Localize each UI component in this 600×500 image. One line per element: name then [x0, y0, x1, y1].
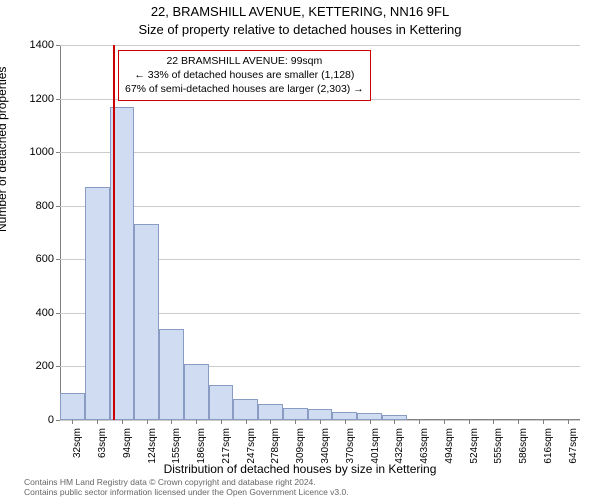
xtick-label: 616sqm	[543, 428, 554, 478]
gridline	[60, 206, 580, 207]
xtick-label: 401sqm	[370, 428, 381, 478]
xtick-mark	[196, 420, 197, 424]
xtick-label: 63sqm	[97, 428, 108, 478]
xtick-mark	[493, 420, 494, 424]
xtick-mark	[97, 420, 98, 424]
xtick-mark	[171, 420, 172, 424]
xtick-label: 155sqm	[171, 428, 182, 478]
xtick-mark	[295, 420, 296, 424]
xtick-mark	[568, 420, 569, 424]
xtick-label: 186sqm	[196, 428, 207, 478]
xtick-mark	[394, 420, 395, 424]
histogram-bar	[60, 393, 85, 420]
histogram-bar	[258, 404, 283, 420]
gridline	[60, 45, 580, 46]
annotation-line3: 67% of semi-detached houses are larger (…	[125, 82, 364, 96]
chart-title-line2: Size of property relative to detached ho…	[0, 22, 600, 37]
histogram-bar	[233, 399, 258, 420]
xtick-label: 309sqm	[295, 428, 306, 478]
xtick-mark	[72, 420, 73, 424]
xtick-mark	[469, 420, 470, 424]
credit-line2: Contains public sector information licen…	[24, 487, 349, 498]
xtick-label: 524sqm	[469, 428, 480, 478]
annotation-box: 22 BRAMSHILL AVENUE: 99sqm ← 33% of deta…	[118, 50, 371, 101]
xtick-mark	[345, 420, 346, 424]
xtick-mark	[147, 420, 148, 424]
ytick-label: 200	[14, 360, 54, 372]
xtick-mark	[122, 420, 123, 424]
histogram-bar	[85, 187, 110, 420]
xtick-mark	[246, 420, 247, 424]
xtick-mark	[444, 420, 445, 424]
xtick-label: 217sqm	[221, 428, 232, 478]
gridline	[60, 152, 580, 153]
ytick-label: 1400	[14, 39, 54, 51]
credit-line1: Contains HM Land Registry data © Crown c…	[24, 477, 349, 488]
xtick-label: 340sqm	[320, 428, 331, 478]
ytick-mark	[56, 206, 60, 207]
xtick-mark	[221, 420, 222, 424]
histogram-bar	[184, 364, 209, 420]
xtick-label: 586sqm	[518, 428, 529, 478]
ytick-mark	[56, 45, 60, 46]
ytick-label: 600	[14, 253, 54, 265]
xtick-mark	[419, 420, 420, 424]
xtick-label: 432sqm	[394, 428, 405, 478]
ytick-mark	[56, 420, 60, 421]
ytick-mark	[56, 313, 60, 314]
xtick-label: 278sqm	[270, 428, 281, 478]
xtick-mark	[543, 420, 544, 424]
xtick-label: 247sqm	[246, 428, 257, 478]
y-axis-label: Number of detached properties	[0, 67, 9, 232]
ytick-mark	[56, 366, 60, 367]
ytick-label: 0	[14, 414, 54, 426]
xtick-label: 555sqm	[493, 428, 504, 478]
xtick-label: 124sqm	[147, 428, 158, 478]
histogram-bar	[357, 413, 382, 420]
ytick-mark	[56, 152, 60, 153]
xtick-mark	[270, 420, 271, 424]
xtick-label: 647sqm	[568, 428, 579, 478]
xtick-label: 494sqm	[444, 428, 455, 478]
xtick-mark	[518, 420, 519, 424]
ytick-label: 1200	[14, 93, 54, 105]
chart-title-line1: 22, BRAMSHILL AVENUE, KETTERING, NN16 9F…	[0, 4, 600, 19]
annotation-line1: 22 BRAMSHILL AVENUE: 99sqm	[125, 54, 364, 68]
chart-container: 22, BRAMSHILL AVENUE, KETTERING, NN16 9F…	[0, 0, 600, 500]
histogram-bar	[308, 409, 333, 420]
histogram-bar	[283, 408, 308, 420]
ytick-label: 1000	[14, 146, 54, 158]
y-axis-line	[60, 45, 61, 420]
credit-text: Contains HM Land Registry data © Crown c…	[24, 477, 349, 498]
ytick-mark	[56, 259, 60, 260]
xtick-label: 370sqm	[345, 428, 356, 478]
ytick-label: 400	[14, 307, 54, 319]
xtick-label: 94sqm	[122, 428, 133, 478]
xtick-label: 32sqm	[72, 428, 83, 478]
xtick-mark	[370, 420, 371, 424]
histogram-bar	[134, 224, 159, 420]
histogram-bar	[159, 329, 184, 420]
histogram-bar	[332, 412, 357, 420]
plot-area	[60, 45, 580, 420]
annotation-line2: ← 33% of detached houses are smaller (1,…	[125, 68, 364, 82]
ytick-label: 800	[14, 200, 54, 212]
marker-line	[113, 45, 115, 420]
xtick-label: 463sqm	[419, 428, 430, 478]
ytick-mark	[56, 99, 60, 100]
histogram-bar	[209, 385, 234, 420]
xtick-mark	[320, 420, 321, 424]
